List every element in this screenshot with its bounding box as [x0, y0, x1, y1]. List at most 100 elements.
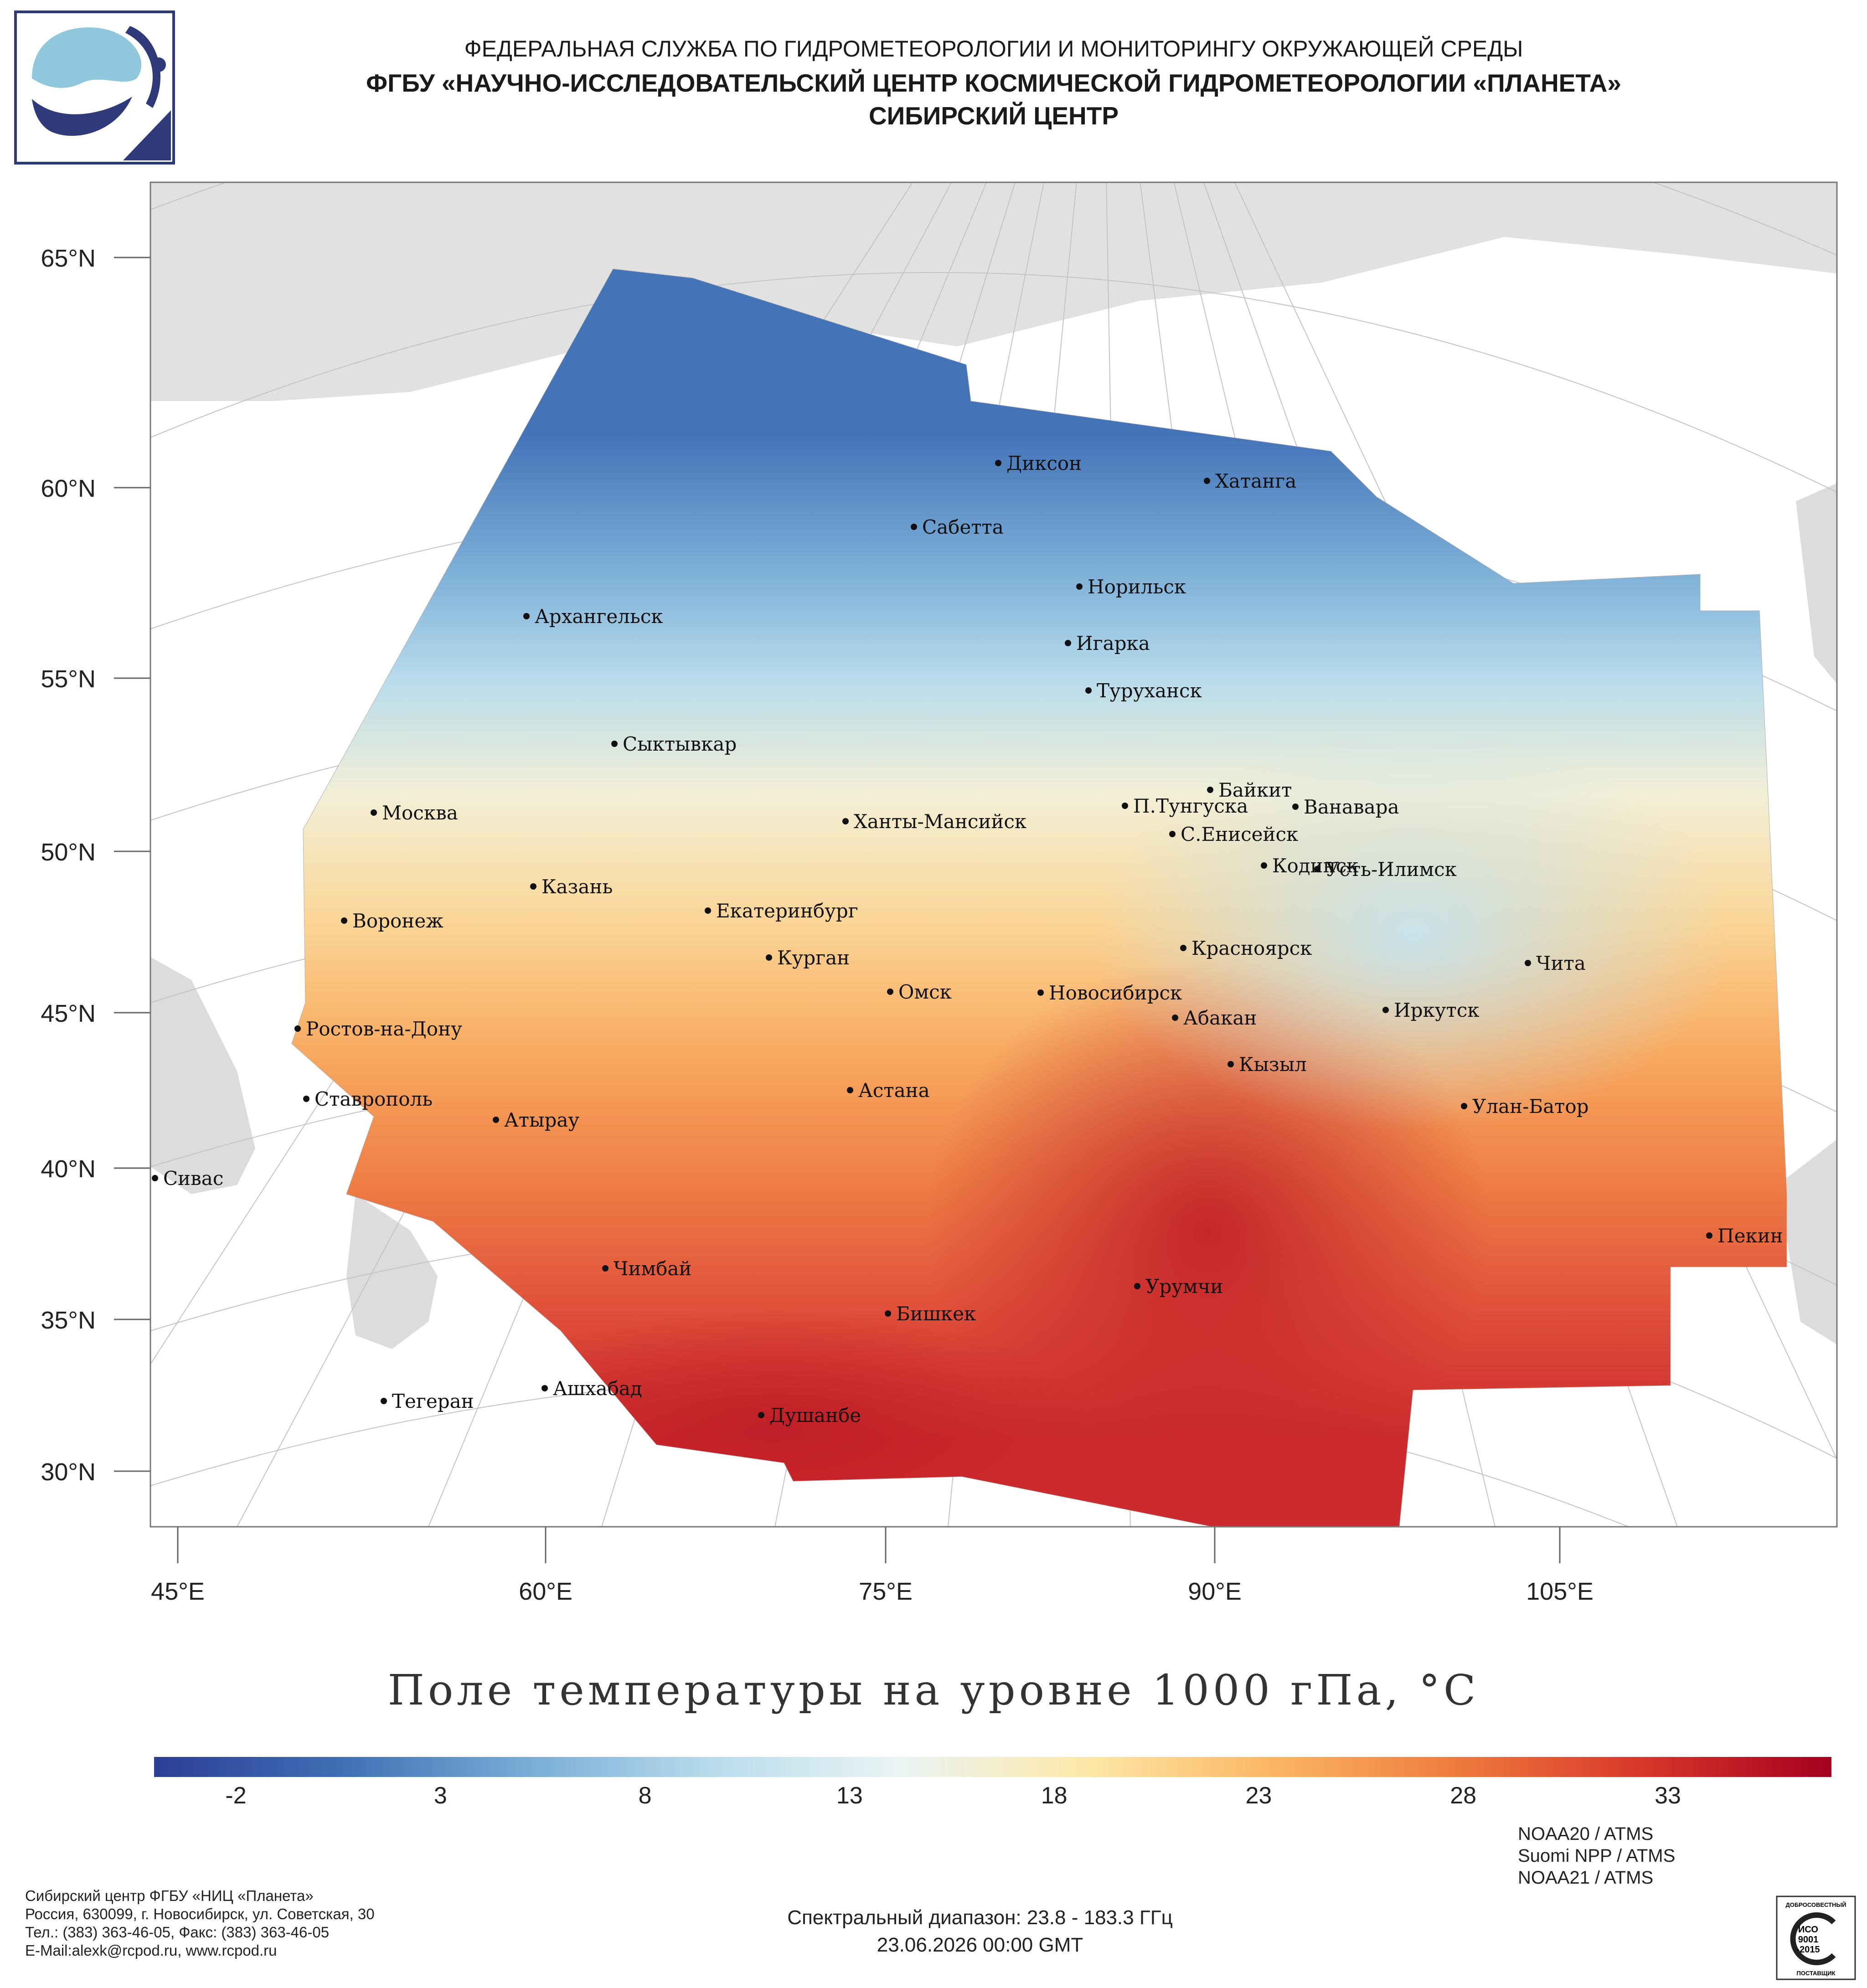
lon-label: 60°E [519, 1578, 572, 1605]
city-label: С.Енисейск [1181, 823, 1298, 845]
city-label: Сабетта [922, 516, 1004, 538]
colorbar-tick: 33 [1655, 1782, 1681, 1809]
city-markers: Диксон Хатанга Сабетта Норильск Архангельск И… [152, 452, 1783, 1427]
city-dot [1261, 862, 1267, 869]
lat-label: 65°N [41, 245, 96, 272]
city-label: Новосибирск [1049, 982, 1182, 1004]
longitude-labels: 45°E 60°E 75°E 90°E 105°E [151, 1527, 1594, 1605]
org-line: Россия, 630099, г. Новосибирск, ул. Сове… [25, 1906, 375, 1922]
city-label: Омск [898, 981, 952, 1003]
city-dot [911, 524, 917, 530]
city-label: Туруханск [1097, 680, 1202, 702]
city-label: Иркутск [1394, 999, 1479, 1021]
city-label: Улан-Батор [1472, 1095, 1589, 1118]
city-dot [842, 818, 849, 824]
latitude-labels: 65°N 60°N 55°N 50°N 45°N 40°N 35°N 30°N [41, 245, 150, 1486]
city-dot [1180, 945, 1186, 951]
lat-label: 35°N [41, 1307, 96, 1334]
city-label: Казань [542, 876, 613, 898]
svg-text:ДОБРОСОВЕСТНЫЙ: ДОБРОСОВЕСТНЫЙ [1785, 1901, 1846, 1908]
svg-text:-2015: -2015 [1796, 1945, 1820, 1955]
iso-badge: ДОБРОСОВЕСТНЫЙ ИСО 9001 -2015 ПОСТАВЩИК [1776, 1895, 1856, 1980]
city-dot [602, 1265, 609, 1272]
city-label: Москва [382, 802, 458, 824]
temperature-map: 65°N 60°N 55°N 50°N 45°N 40°N 35°N 30°N 45°E 60°… [41, 181, 1838, 1605]
city-label: Диксон [1006, 452, 1082, 474]
city-label: Бишкек [896, 1303, 976, 1325]
header-agency: ФЕДЕРАЛЬНАЯ СЛУЖБА ПО ГИДРОМЕТЕОРОЛОГИИ … [464, 36, 1523, 62]
org-line: Сибирский центр ФГБУ «НИЦ «Планета» [25, 1887, 314, 1904]
city-label: Норильск [1088, 576, 1186, 598]
city-label: Атырау [504, 1109, 579, 1131]
lon-label: 75°E [859, 1578, 913, 1605]
city-dot [1169, 831, 1176, 837]
satellite-list: NOAA20 / ATMS Suomi NPP / ATMS NOAA21 / … [1518, 1823, 1675, 1889]
city-dot [847, 1087, 853, 1093]
city-dot [1134, 1283, 1140, 1289]
colorbar-tick: 23 [1245, 1782, 1272, 1809]
colorbar-tick: 28 [1450, 1782, 1477, 1809]
city-label: Ханты-Мансийск [854, 810, 1026, 833]
city-dot [766, 954, 772, 961]
city-dot [1204, 478, 1210, 484]
city-dot [542, 1385, 548, 1391]
org-line: Тел.: (383) 363-46-05, Факс: (383) 363-4… [25, 1924, 330, 1941]
city-label: Сыктывкар [623, 733, 737, 755]
observation-datetime: 23.06.2026 00:00 GMT [877, 1934, 1083, 1956]
city-dot [611, 741, 618, 747]
city-label: Астана [858, 1079, 930, 1102]
lon-label: 45°E [151, 1578, 205, 1605]
city-label: Байкит [1218, 779, 1292, 801]
city-label: Кодинск [1272, 855, 1358, 877]
city-dot [381, 1398, 387, 1404]
city-label: Абакан [1183, 1007, 1257, 1029]
city-dot [885, 1310, 891, 1317]
city-label: Ростов-на-Дону [306, 1018, 462, 1040]
city-dot [887, 989, 893, 995]
city-dot [1172, 1015, 1178, 1021]
city-dot [1037, 989, 1044, 996]
city-label: Красноярск [1191, 937, 1312, 959]
city-dot [995, 460, 1001, 466]
city-dot [294, 1025, 301, 1032]
city-dot [1706, 1232, 1712, 1239]
city-label: Ставрополь [315, 1088, 433, 1110]
city-dot [371, 809, 377, 816]
spectral-range: Спектральный диапазон: 23.8 - 183.3 ГГц [787, 1906, 1173, 1929]
city-label: Ашхабад [553, 1377, 642, 1400]
svg-text:ИСО: ИСО [1798, 1925, 1818, 1935]
city-label: Урумчи [1145, 1275, 1223, 1298]
city-label: Пекин [1717, 1225, 1783, 1247]
observation-info: Спектральный диапазон: 23.8 - 183.3 ГГц … [615, 1904, 1345, 1959]
city-dot [1076, 583, 1083, 590]
city-dot [1382, 1007, 1389, 1013]
lon-label: 90°E [1188, 1578, 1242, 1605]
city-label: Чита [1536, 952, 1586, 974]
legend-title: Поле температуры на уровне 1000 гПа, °C [387, 1666, 1480, 1715]
city-dot [341, 917, 347, 924]
city-dot [1461, 1103, 1467, 1109]
city-dot [1314, 866, 1320, 872]
header-institute: ФГБУ «НАУЧНО-ИССЛЕДОВАТЕЛЬСКИЙ ЦЕНТР КОС… [366, 69, 1621, 97]
city-label: П.Тунгуска [1133, 795, 1248, 817]
city-dot [758, 1412, 764, 1418]
city-label: Архангельск [535, 605, 663, 628]
city-label: Тегеран [392, 1390, 474, 1412]
city-dot [1292, 803, 1299, 810]
city-dot [1525, 960, 1531, 966]
city-label: Хатанга [1215, 470, 1296, 492]
org-line: E-Mail:alexk@rcpod.ru, www.rcpod.ru [25, 1942, 277, 1959]
city-dot [1227, 1061, 1234, 1067]
svg-text:ПОСТАВЩИК: ПОСТАВЩИК [1797, 1970, 1836, 1977]
colorbar-tick: 13 [836, 1782, 863, 1809]
city-dot [303, 1096, 309, 1102]
satellite-item: NOAA21 / ATMS [1518, 1868, 1654, 1888]
satellite-item: Suomi NPP / ATMS [1518, 1846, 1676, 1866]
city-dot [1065, 640, 1071, 646]
city-label: Курган [777, 947, 850, 969]
colorbar-tick: 3 [433, 1782, 447, 1809]
city-label: Екатеринбург [716, 900, 858, 922]
city-dot [523, 613, 530, 619]
city-dot [1085, 687, 1092, 694]
colorbar-tick: 18 [1041, 1782, 1068, 1809]
